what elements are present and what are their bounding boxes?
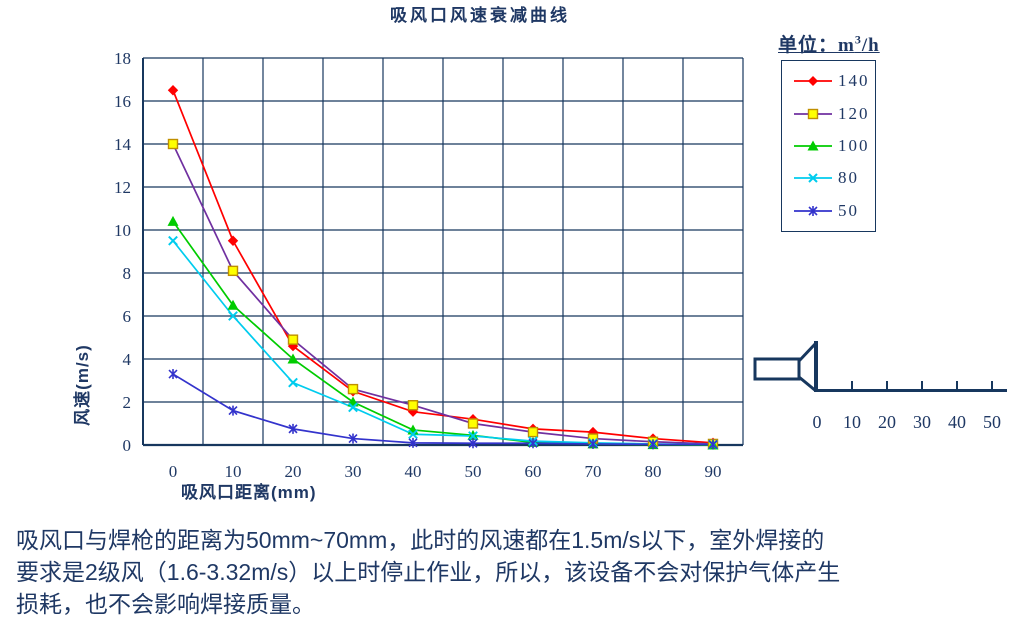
y-tick-label: 4: [123, 350, 132, 369]
square-marker: [527, 426, 539, 438]
x-tick-label: 70: [585, 462, 602, 481]
x-tick-label: 50: [465, 462, 482, 481]
legend-marker-star: [794, 205, 832, 216]
ruler-tick-label: 0: [813, 412, 822, 432]
y-tick-label: 12: [114, 178, 131, 197]
description-line: 损耗，也不会影响焊接质量。: [16, 591, 315, 617]
ruler-tick-label: 40: [948, 412, 966, 432]
legend-unit-label: 单位：m3/h: [778, 30, 880, 57]
square-marker: [407, 400, 419, 411]
y-axis-title: 风速(m/s): [72, 344, 92, 426]
y-tick-label: 2: [123, 393, 132, 412]
x-tick-label: 0: [169, 462, 178, 481]
square-marker: [287, 334, 299, 345]
x-tick-label: 90: [705, 462, 722, 481]
x-tick-label: 80: [645, 462, 662, 481]
diamond-marker: [167, 85, 179, 96]
legend-marker-diamond: [794, 76, 832, 87]
legend-item-label: 120: [838, 103, 870, 123]
triangle-marker: [287, 353, 299, 364]
series-line-120: [172, 143, 714, 445]
y-tick-label: 6: [123, 307, 132, 326]
description-text: 吸风口与焊枪的距离为50mm~70mm，此时的风速都在1.5m/s以下，室外焊接…: [16, 524, 1016, 620]
description-line: 吸风口与焊枪的距离为50mm~70mm，此时的风速都在1.5m/s以下，室外焊接…: [16, 527, 825, 553]
legend-unit-prefix: 单位：: [778, 35, 839, 56]
triangle-marker: [807, 140, 819, 151]
legend-marker-triangle: [794, 140, 832, 151]
nozzle-flare-top: [797, 341, 818, 363]
legend-item-50: 50: [782, 201, 875, 221]
legend-item-label: 140: [838, 71, 870, 91]
ruler-tick-label: 20: [878, 412, 896, 432]
legend-item-label: 50: [838, 200, 859, 220]
x-marker: [808, 173, 818, 184]
square-marker: [227, 265, 239, 277]
legend-item-label: 100: [838, 135, 870, 155]
y-tick-label: 18: [114, 49, 131, 68]
legend-marker-square: [794, 108, 832, 119]
legend-unit-sup: 3: [854, 32, 862, 47]
diamond-marker: [808, 76, 818, 87]
ruler-tick-label: 10: [843, 412, 861, 432]
legend-item-label: 80: [838, 168, 859, 188]
series-line-50: [172, 373, 714, 446]
series-line-140: [172, 89, 714, 444]
y-tick-label: 8: [123, 264, 132, 283]
description-line: 要求是2级风（1.6-3.32m/s）以上时停止作业，所以，该设备不会对保护气体…: [16, 559, 841, 585]
square-marker: [167, 138, 179, 150]
legend-item-120: 120: [782, 104, 875, 124]
x-marker: [408, 429, 418, 440]
legend-item-140: 140: [782, 71, 875, 91]
x-tick-label: 10: [225, 462, 242, 481]
x-tick-label: 60: [525, 462, 542, 481]
square-marker: [807, 108, 819, 119]
triangle-marker: [227, 299, 239, 310]
x-tick-label: 40: [405, 462, 422, 481]
square-marker: [467, 418, 479, 429]
legend-unit-base: m: [838, 35, 855, 56]
ruler-tick-label: 30: [913, 412, 931, 432]
legend-unit-suffix: /h: [861, 35, 880, 56]
triangle-marker: [167, 215, 179, 226]
legend-marker-x: [794, 173, 832, 184]
y-tick-label: 14: [114, 135, 132, 154]
legend-item-80: 80: [782, 168, 875, 188]
x-marker: [288, 377, 298, 388]
x-axis-title: 吸风口距离(mm): [181, 482, 317, 502]
legend-item-100: 100: [782, 136, 875, 156]
x-tick-label: 30: [345, 462, 362, 481]
x-marker: [168, 235, 178, 246]
square-marker: [347, 383, 359, 395]
y-tick-label: 16: [114, 92, 131, 111]
x-tick-label: 20: [285, 462, 302, 481]
legend: 140 120 100 80 50: [781, 60, 876, 232]
y-tick-label: 0: [123, 436, 132, 455]
nozzle-tube: [753, 357, 801, 381]
diamond-marker: [227, 235, 239, 246]
x-marker: [348, 402, 358, 413]
chart-title: 吸风口风速衰减曲线: [390, 6, 570, 25]
nozzle-flare-bottom: [798, 375, 817, 393]
x-marker: [228, 311, 238, 321]
x-marker: [468, 431, 478, 441]
y-tick-label: 10: [114, 221, 131, 240]
velocity-attenuation-chart: 0 2 4 6 8 10 12 14 16 18 0 10 20 30 40 50 60 70 80 90 吸风口距离(…: [72, 49, 1007, 502]
ruler-tick-label: 50: [983, 412, 1001, 432]
